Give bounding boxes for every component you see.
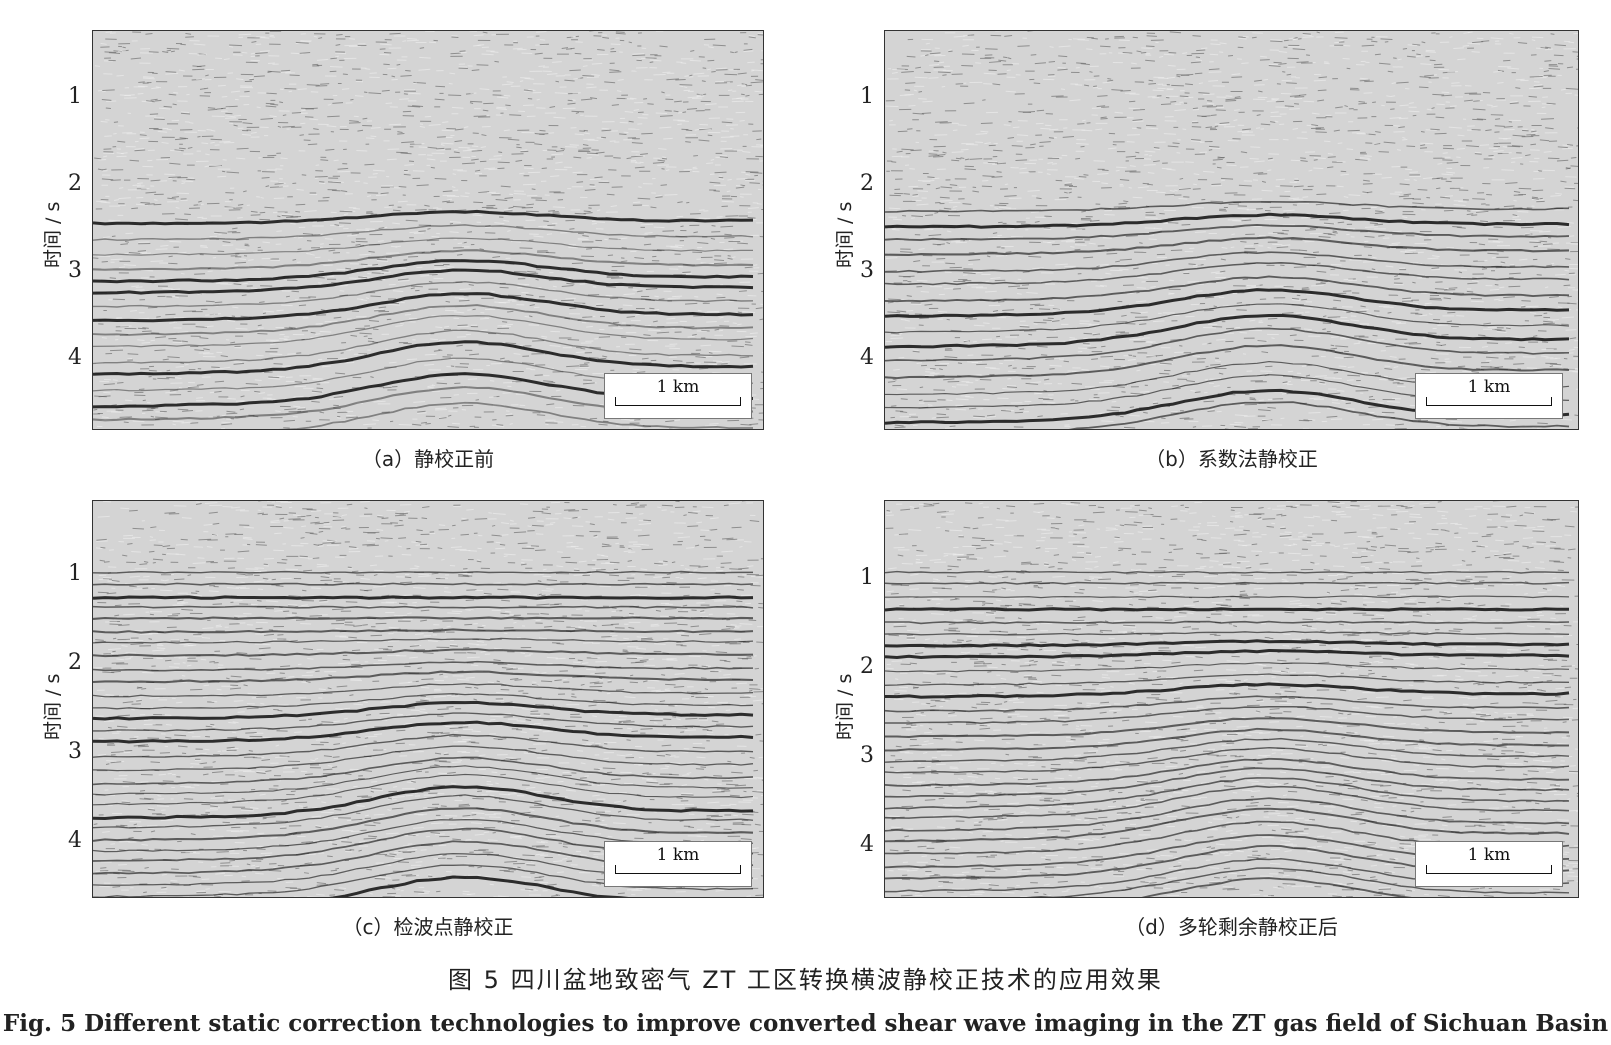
reflector-layer bbox=[885, 570, 1570, 897]
y-tick-label: 1 bbox=[860, 84, 874, 109]
scale-bar-line bbox=[1426, 405, 1552, 406]
scale-bar-end bbox=[1426, 865, 1427, 874]
y-tick-label: 2 bbox=[68, 171, 82, 196]
y-tick-label: 2 bbox=[68, 650, 82, 675]
y-axis-label: 时间 / s bbox=[42, 201, 64, 268]
y-tick-label: 1 bbox=[860, 565, 874, 590]
seismic-texture bbox=[93, 31, 763, 429]
y-tick-label: 4 bbox=[68, 345, 82, 370]
noise-layer bbox=[93, 501, 763, 897]
y-axis-label: 时间 / s bbox=[834, 673, 856, 740]
scale-bar: 1 km bbox=[604, 373, 752, 419]
figure-title-en: Fig. 5 Different static correction techn… bbox=[2, 1010, 1609, 1037]
scale-bar: 1 km bbox=[1415, 373, 1563, 419]
y-tick-label: 4 bbox=[68, 828, 82, 853]
panel-caption: （c）检波点静校正 bbox=[342, 915, 514, 939]
y-tick-label: 3 bbox=[860, 258, 874, 283]
scale-bar-label: 1 km bbox=[656, 845, 700, 865]
scale-bar-line bbox=[615, 873, 741, 874]
figure-title-cn: 图 5 四川盆地致密气 ZT 工区转换横波静校正技术的应用效果 bbox=[448, 966, 1163, 994]
y-tick-label: 4 bbox=[860, 832, 874, 857]
scale-bar-line bbox=[615, 405, 741, 406]
panel-caption: （b）系数法静校正 bbox=[1145, 447, 1318, 471]
y-tick-label: 3 bbox=[68, 739, 82, 764]
seismic-texture bbox=[885, 501, 1578, 897]
y-tick-label: 3 bbox=[68, 258, 82, 283]
y-tick-label: 1 bbox=[68, 84, 82, 109]
scale-bar-label: 1 km bbox=[1467, 845, 1511, 865]
panel-caption: （a）静校正前 bbox=[361, 447, 495, 471]
scale-bar-end bbox=[1426, 397, 1427, 406]
y-tick-label: 4 bbox=[860, 345, 874, 370]
scale-bar-label: 1 km bbox=[1467, 377, 1511, 397]
scale-bar-end bbox=[615, 865, 616, 874]
scale-bar-end bbox=[615, 397, 616, 406]
y-tick-label: 3 bbox=[860, 743, 874, 768]
scale-bar-end bbox=[740, 397, 741, 406]
y-tick-label: 1 bbox=[68, 561, 82, 586]
scale-bar-label: 1 km bbox=[656, 377, 700, 397]
panel-caption: （d）多轮剩余静校正后 bbox=[1125, 915, 1338, 939]
seismic-section-c bbox=[92, 500, 764, 898]
seismic-texture bbox=[885, 31, 1578, 429]
scale-bar-end bbox=[1551, 397, 1552, 406]
scale-bar-end bbox=[740, 865, 741, 874]
seismic-texture bbox=[93, 501, 763, 897]
seismic-section-d bbox=[884, 500, 1579, 898]
scale-bar-line bbox=[1426, 873, 1552, 874]
scale-bar: 1 km bbox=[1415, 841, 1563, 887]
scale-bar: 1 km bbox=[604, 841, 752, 887]
seismic-section-a bbox=[92, 30, 764, 430]
y-tick-label: 2 bbox=[860, 654, 874, 679]
seismic-section-b bbox=[884, 30, 1579, 430]
scale-bar-end bbox=[1551, 865, 1552, 874]
noise-layer bbox=[93, 31, 763, 429]
y-axis-label: 时间 / s bbox=[42, 673, 64, 740]
y-axis-label: 时间 / s bbox=[834, 201, 856, 268]
reflector-layer bbox=[93, 209, 754, 429]
y-tick-label: 2 bbox=[860, 171, 874, 196]
